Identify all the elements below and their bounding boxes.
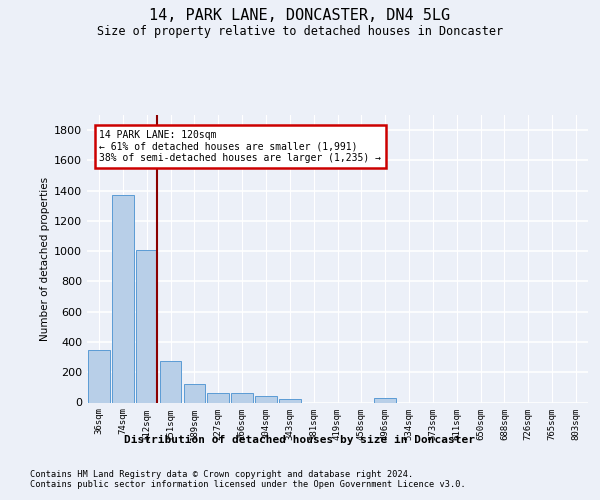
Bar	[112, 195, 134, 402]
Text: Contains HM Land Registry data © Crown copyright and database right 2024.
Contai: Contains HM Land Registry data © Crown c…	[30, 470, 466, 490]
Bar	[184, 384, 205, 402]
Bar	[255, 396, 277, 402]
Y-axis label: Number of detached properties: Number of detached properties	[40, 176, 50, 341]
Bar	[88, 350, 110, 403]
Text: 14 PARK LANE: 120sqm
← 61% of detached houses are smaller (1,991)
38% of semi-de: 14 PARK LANE: 120sqm ← 61% of detached h…	[100, 130, 382, 164]
Bar	[136, 250, 157, 402]
Bar	[160, 361, 181, 403]
Text: Distribution of detached houses by size in Doncaster: Distribution of detached houses by size …	[125, 435, 476, 445]
Bar	[279, 400, 301, 402]
Text: Size of property relative to detached houses in Doncaster: Size of property relative to detached ho…	[97, 25, 503, 38]
Bar	[374, 398, 396, 402]
Bar	[232, 394, 253, 402]
Bar	[208, 392, 229, 402]
Text: 14, PARK LANE, DONCASTER, DN4 5LG: 14, PARK LANE, DONCASTER, DN4 5LG	[149, 8, 451, 22]
